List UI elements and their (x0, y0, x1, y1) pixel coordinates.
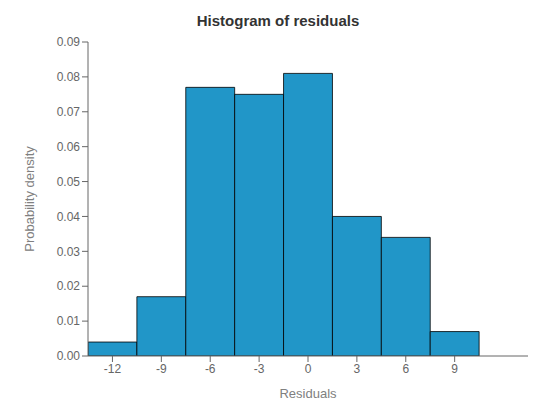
svg-text:0.05: 0.05 (57, 175, 81, 189)
svg-text:-12: -12 (104, 362, 122, 376)
svg-text:3: 3 (354, 362, 361, 376)
svg-text:0.00: 0.00 (57, 349, 81, 363)
svg-text:0.08: 0.08 (57, 70, 81, 84)
svg-text:6: 6 (402, 362, 409, 376)
svg-text:-9: -9 (156, 362, 167, 376)
svg-text:Probability density: Probability density (22, 146, 37, 252)
svg-text:-6: -6 (205, 362, 216, 376)
svg-text:0.07: 0.07 (57, 105, 81, 119)
svg-text:0.04: 0.04 (57, 210, 81, 224)
svg-text:9: 9 (451, 362, 458, 376)
svg-text:0.01: 0.01 (57, 314, 81, 328)
svg-text:0.09: 0.09 (57, 35, 81, 49)
html-text:Histogram of residuals: Histogram of residuals (196, 12, 360, 29)
svg-text:0: 0 (305, 362, 312, 376)
svg-text:Residuals: Residuals (279, 386, 337, 401)
svg-text:0.02: 0.02 (57, 279, 81, 293)
svg-text:0.03: 0.03 (57, 245, 81, 259)
svg-text:0.06: 0.06 (57, 140, 81, 154)
svg-text:-3: -3 (254, 362, 265, 376)
